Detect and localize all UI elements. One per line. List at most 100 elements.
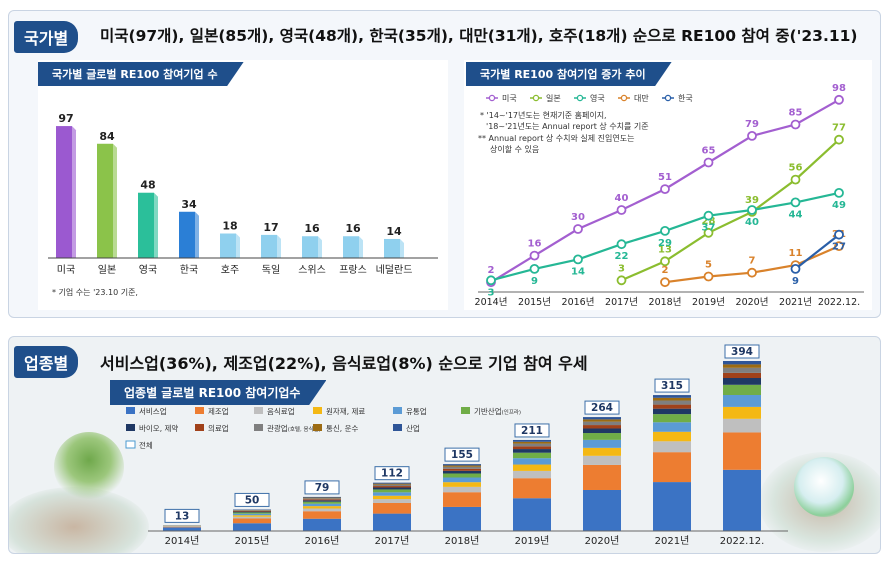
- legend-label-음식료업: 음식료업: [267, 407, 295, 416]
- series-line-한국: [794, 233, 840, 270]
- country-section-tag: 국가별: [14, 21, 79, 53]
- legend-swatch-음식료업: [254, 407, 263, 414]
- country-line-title: 국가별 RE100 참여기업 증가 추이: [466, 62, 672, 86]
- series-value-label-일본: 13: [658, 244, 672, 255]
- bar-일본: [97, 143, 113, 258]
- series-value-label-미국: 51: [658, 172, 672, 183]
- series-value-label-대만: 2: [662, 265, 669, 276]
- stack-segment-관광업: [513, 443, 551, 447]
- stack-total-label: 264: [591, 402, 613, 414]
- bar-영국: [138, 192, 154, 258]
- bar-value-label: 16: [304, 222, 320, 235]
- legend-label-통신, 운수: 통신, 운수: [326, 424, 358, 433]
- legend-label-바이오, 제약: 바이오, 제약: [139, 423, 178, 433]
- country-line-chart: 미국 일본 영국 대만 한국 2014년 2015년 2016년 2017년 2018년 2019년…: [475, 83, 864, 308]
- bar-side-일본: [113, 143, 117, 258]
- line-note-4: 상이할 수 있음: [490, 145, 540, 154]
- stack-segment-서비스업: [653, 482, 691, 531]
- stack-segment-원자재, 제료: [443, 482, 481, 487]
- stack-x-tick-label: 2016년: [305, 535, 340, 547]
- series-value-label-한국: 9: [792, 276, 799, 287]
- legend-label-관광업: 관광업(호텔, 음식점): [267, 423, 321, 433]
- stack-segment-원자재, 제료: [303, 506, 341, 509]
- stack-segment-의료업: [723, 372, 761, 378]
- bar-side-미국: [72, 126, 76, 258]
- line-x-tick-label: 2019년: [692, 297, 725, 308]
- stack-segment-유통업: [583, 439, 621, 448]
- series-line-일본: [621, 138, 840, 282]
- stack-total-label: 394: [731, 346, 753, 358]
- series-point-일본: [703, 227, 714, 238]
- bar-category-label: 프랑스: [339, 264, 367, 276]
- stack-total-box: [514, 423, 550, 438]
- series-value-label-영국: 49: [832, 200, 846, 211]
- legend-label-유통업: 유통업: [406, 407, 427, 416]
- stack-segment-의료업: [443, 468, 481, 471]
- stack-x-tick-label: 2022.12.: [720, 536, 765, 547]
- series-value-label-영국: 9: [531, 276, 538, 287]
- stack-segment-유통업: [303, 503, 341, 507]
- bar-side-영국: [154, 192, 158, 258]
- series-point-영국: [790, 197, 801, 208]
- stack-total-label: 315: [661, 380, 683, 392]
- stack-segment-의료업: [373, 486, 411, 488]
- series-value-label-일본: 3: [618, 263, 625, 274]
- stack-segment-관광업: [303, 498, 341, 500]
- legend-label-sub: (인프라): [502, 408, 521, 416]
- legend-label-서비스업: 서비스업: [139, 407, 167, 416]
- series-point-영국: [573, 254, 583, 265]
- legend-marker-한국: [664, 94, 672, 102]
- legend-label-제조업: 제조업: [208, 407, 229, 416]
- stack-total-box: [584, 400, 620, 415]
- legend-swatch-산업: [393, 424, 402, 431]
- stack-total-box: [234, 492, 270, 507]
- legend-marker-일본: [532, 94, 540, 102]
- stack-total-box: [164, 508, 200, 523]
- stack-segment-관광업: [443, 466, 481, 469]
- industry-stacked-chart: 서비스업 제조업 음식료업 원자재, 제료 유통업 기반산업(인프라) 바이오, 제약 의료업…: [125, 344, 788, 547]
- stack-segment-서비스업: [303, 518, 341, 531]
- series-value-label-일본: 28: [702, 216, 716, 227]
- stack-segment-바이오, 제약: [513, 449, 551, 453]
- stack-segment-기반산업: [443, 473, 481, 478]
- stack-segment-의료업: [303, 499, 341, 501]
- legend-label-영국: 영국: [590, 93, 605, 103]
- country-headline: 미국(97개), 일본(85개), 영국(48개), 한국(35개), 대만(3…: [100, 27, 858, 45]
- stack-segment-바이오, 제약: [583, 428, 621, 434]
- stack-segment-음식료업: [303, 508, 341, 512]
- series-point-대만: [834, 241, 844, 252]
- series-point-대만: [703, 271, 714, 282]
- stack-segment-산업: [303, 496, 341, 498]
- stack-total-box: [304, 480, 340, 495]
- stack-x-tick-label: 2017년: [375, 535, 410, 547]
- stack-segment-산업: [443, 464, 481, 466]
- line-x-tick-label: 2020년: [736, 297, 769, 308]
- series-value-label-일본: 77: [832, 123, 846, 134]
- series-point-미국: [834, 94, 844, 105]
- bar-side-호주: [236, 233, 240, 258]
- stack-segment-음식료업: [723, 418, 761, 433]
- legend-label-의료업: 의료업: [208, 423, 229, 433]
- stack-segment-바이오, 제약: [233, 511, 271, 513]
- stack-segment-산업: [373, 482, 411, 484]
- stack-segment-서비스업: [513, 498, 551, 531]
- stack-segment-제조업: [303, 511, 341, 519]
- legend-marker-미국: [488, 94, 496, 102]
- series-value-label-영국: 3: [488, 287, 495, 298]
- globe-image-right: [794, 457, 854, 517]
- bar-category-label: 한국: [180, 264, 198, 276]
- line-x-tick-label: 2015년: [518, 297, 551, 308]
- legend-label-산업: 산업: [406, 423, 420, 433]
- series-point-미국: [703, 157, 714, 168]
- series-point-미국: [573, 224, 583, 234]
- stack-segment-제조업: [723, 432, 761, 470]
- bar-value-label: 17: [263, 221, 278, 234]
- stack-segment-바이오, 제약: [653, 408, 691, 415]
- stack-segment-기반산업: [303, 501, 341, 504]
- stack-segment-원자재, 제료: [653, 431, 691, 442]
- stack-segment-통신, 운수: [443, 465, 481, 467]
- stack-segment-원자재, 제료: [723, 406, 761, 419]
- industry-section-tag: 업종별: [14, 346, 79, 378]
- stack-segment-음식료업: [443, 486, 481, 493]
- series-point-미국: [660, 184, 670, 195]
